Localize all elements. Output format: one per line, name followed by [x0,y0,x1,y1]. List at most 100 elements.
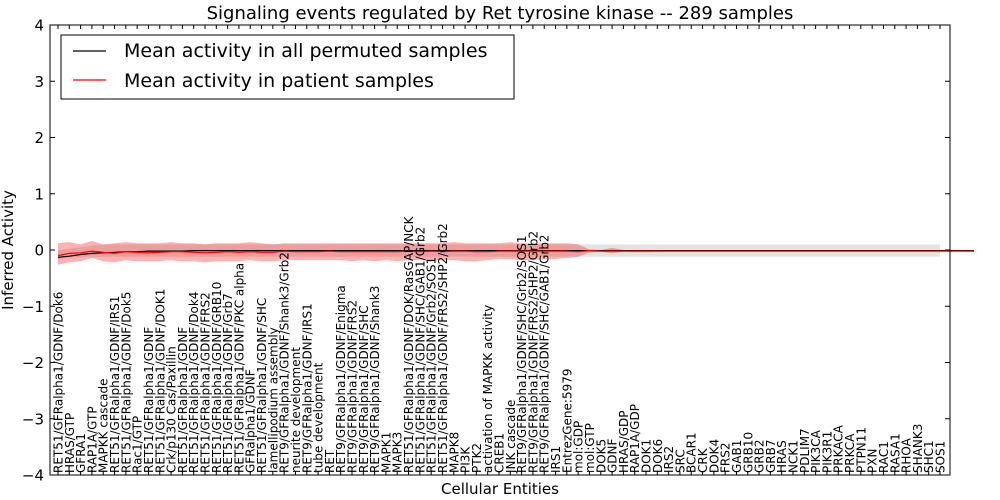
x-tick-label: HRAS/GDP [617,410,631,473]
x-tick-label: SHC1 [922,440,936,473]
x-tick-label: NCK1 [787,440,801,473]
y-tick-label: 1 [34,185,44,203]
x-axis-label: Cellular Entities [441,480,559,498]
x-tick-label: SOS1 [934,441,948,473]
x-tick-label: RET9/GFRalpha1/GDNF/IRS1 [300,303,314,473]
legend-box [60,34,515,100]
y-tick-label: −2 [22,354,44,372]
x-tick-label: RET9/GFRalpha1/GDNF/FRS2/SHP2/Grb2 [526,231,540,473]
x-tick-label: RAC1 [877,441,891,473]
x-tick-label: mol:GDP [572,421,586,473]
y-axis: −4 −3 −2 −1 0 1 2 3 4 [22,17,950,485]
x-tick-label: DOK6 [651,439,665,473]
y-axis-label: Inferred Activity [0,190,17,310]
y-tick-label: 2 [34,129,44,147]
y-tick-label: 3 [34,73,44,91]
x-tick-label: RET9/GFRalpha1/GDNF/Shank3 [368,286,382,473]
x-tick-label: RET [323,449,337,473]
x-tick-label: IRS1 [549,446,563,473]
x-tick-label: RET9/GFRalpha1/GDNF/SHC/GAB1/Grb2 [538,234,552,473]
legend: Mean activity in all permuted samples Me… [60,34,515,100]
x-tick-label: GDNF [606,438,620,473]
y-tick-label: 0 [34,242,44,260]
x-tick-label: RET51/GFRalpha1/GDNF/IRS1 [108,296,122,473]
x-tick-label: PRKCA [843,433,857,473]
x-tick-label: RET51/GFRalpha1/GDNF/SHC/GAB1/Grb2 [413,227,427,473]
x-tick-label: RET51/GFRalpha1/GDNF [142,327,156,473]
legend-label-permuted: Mean activity in all permuted samples [124,40,487,62]
x-tick-label: RET9/GFRalpha1/GDNF/Shank3/Grb2 [278,252,292,473]
y-tick-label: −4 [22,467,44,485]
x-tick-label: PRKACA [832,424,846,473]
x-tick-label: RET51/GFRalpha1/GDNF/Dok6 [52,292,66,473]
x-tick-label: RET51/GFRalpha1/GDNF/DOK/RasGAP/NCK [402,215,416,473]
x-tick-label: PI3K [459,446,473,473]
x-tick-label: BCAR1 [685,432,699,473]
x-tick-label: RHOA [900,437,914,473]
x-tick-label: CRK [696,447,710,473]
x-tick-label: RET51/GFRalpha1/GDNF/Dok5 [119,292,133,473]
y-tick-label: −3 [22,410,44,428]
x-tick-label: RET51/GFRalpha1/GDNF/Grb2/SOS1 [425,257,439,473]
x-tick-label: PXN [866,449,880,473]
x-tick-label: RET51/GFRalpha1/GDNF/FRS2 [199,292,213,473]
x-tick-label: RET51/GFRalpha1/GDNF [176,327,190,473]
x-tick-label: MAPK3 [391,432,405,473]
x-tick-label: RET51/GFRalpha1/GDNF/SHC [255,298,269,473]
x-tick-label: tube development [312,362,326,473]
x-tick-label: FRS2 [719,443,733,474]
x-tick-label: RAP1A/GDP [628,404,642,473]
x-tick-label: GFRA1 [74,433,88,473]
legend-label-patient: Mean activity in patient samples [124,70,434,92]
x-tick-label: RET51/GFRalpha1/GDNF/PKC alpha [232,263,246,473]
x-tick-label: activation of MAPKK activity [481,305,495,473]
x-tick-label: DOK1 [640,439,654,473]
x-tick-label: RASA1 [888,433,902,473]
x-tick-label: MAPK1 [379,432,393,473]
x-axis: RET51/GFRalpha1/GDNF/Dok6HRAS/GTPGFRA1RA… [52,25,948,475]
x-tick-label: PIK3R1 [820,431,834,473]
x-tick-label: RET51/GFRalpha1/GDNF/GRB10 [210,282,224,473]
x-tick-label: MAPK8 [447,432,461,473]
x-tick-label: PDLIM7 [798,428,812,473]
x-tick-label: PTPN11 [854,427,868,473]
x-tick-label: PIK3CA [809,429,823,473]
x-tick-label: RET51/GFRalpha1/GDNF/DOK1 [153,289,167,473]
x-tick-label: RET9/GFRalpha1/GDNF/Enigma [334,285,348,473]
confidence-bands [58,241,940,265]
x-tick-label: PTK2 [470,443,484,473]
x-tick-label: lamellipodium assembly [266,327,280,473]
x-tick-label: mol:GTP [583,423,597,473]
x-tick-label: MAPKK cascade [97,378,111,473]
x-tick-label: Crk/p130 Cas/Paxillin [165,346,179,473]
x-tick-label: neurite development [289,347,303,473]
x-tick-label: RET9/GFRalpha1/GDNF/FRS2 [346,300,360,473]
x-tick-label: GRB10 [741,432,755,473]
x-tick-label: DOK4 [707,439,721,473]
x-tick-label: HRAS/GTP [63,413,77,473]
band-patient [58,241,940,265]
x-tick-label: GAB1 [730,440,744,473]
x-tick-label: RET9/GFRalpha1/GDNF/SHC [357,305,371,473]
x-tick-label: RET9/GFRalpha1/GDNF/SHC/Grb2/SOS1 [515,235,529,473]
series-lines [57,249,974,258]
x-tick-label: SRC [673,449,687,473]
y-tick-label: −1 [22,298,44,316]
x-tick-label: SHANK3 [911,424,925,473]
line-patient [57,249,974,257]
x-tick-label: CREB1 [493,433,507,473]
x-tick-label: GRB7 [764,439,778,473]
x-tick-label: JNK cascade [504,400,518,474]
x-tick-label: RAP1A/GTP [85,406,99,473]
x-tick-label: IRS2 [662,446,676,473]
x-tick-label: GRB2 [753,439,767,473]
x-tick-label: EntrezGene:5979 [560,369,574,474]
x-tick-label: Rac1/GTP [131,416,145,473]
chart-title: Signaling events regulated by Ret tyrosi… [207,3,794,24]
y-tick-label: 4 [34,17,44,35]
x-tick-label: RET51/GFRalpha1/GDNF/Grb7 [221,293,235,473]
x-tick-label: RET51/GFRalpha1/GDNF/FRS2/SHP2/Grb2 [436,223,450,473]
x-tick-label: RET51/GFRalpha1/GDNF/Dok4 [187,292,201,473]
